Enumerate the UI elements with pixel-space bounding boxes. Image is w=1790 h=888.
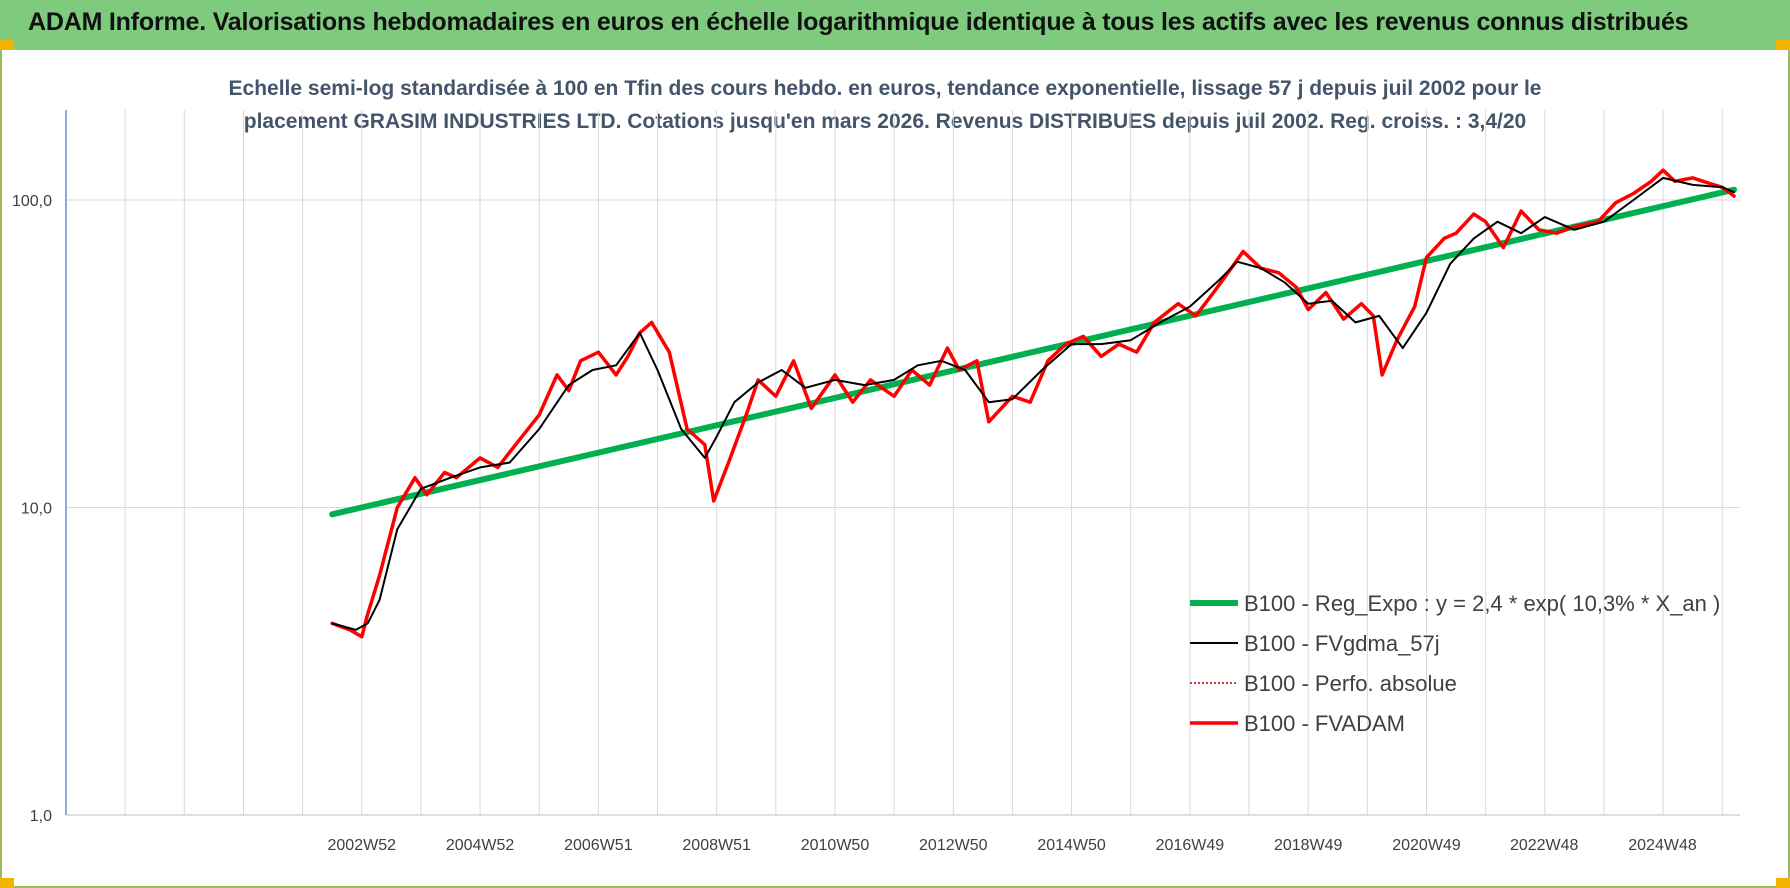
series-line-1 — [331, 176, 1736, 631]
report-banner: ADAM Informe. Valorisations hebdomadaire… — [0, 0, 1790, 50]
y-tick-label: 1,0 — [30, 808, 52, 825]
chart-title-line-1: Echelle semi-log standardisée à 100 en T… — [228, 77, 1542, 100]
chart-title: Echelle semi-log standardisée à 100 en T… — [160, 72, 1610, 138]
x-tick-label: 2018W49 — [1274, 837, 1343, 854]
x-tick-label: 2010W50 — [801, 837, 870, 854]
x-tick-label: 2020W49 — [1392, 837, 1461, 854]
y-tick-labels: 1,0 10,0 100,0 — [12, 193, 52, 825]
x-tick-label: 2006W51 — [564, 837, 633, 854]
x-tick-labels: 2002W52 2004W52 2006W51 2008W51 2010W50 2012W… — [328, 837, 1697, 854]
chart-title-line-2: placement GRASIM INDUSTRIES LTD. Cotatio… — [243, 110, 1527, 133]
legend-label-3: B100 - FVADAM — [1244, 711, 1405, 736]
corner-marker-top-right — [1776, 40, 1790, 50]
x-tick-label: 2022W48 — [1510, 837, 1579, 854]
axes — [65, 110, 1740, 816]
legend-label-1: B100 - FVgdma_57j — [1244, 631, 1440, 656]
x-tick-label: 2012W50 — [919, 837, 988, 854]
x-tick-label: 2002W52 — [328, 837, 397, 854]
banner-title: ADAM Informe. Valorisations hebdomadaire… — [28, 8, 1689, 36]
series-line-3 — [330, 168, 1736, 639]
corner-marker-bottom-left — [0, 878, 14, 888]
x-tick-label: 2008W51 — [682, 837, 751, 854]
grid-lines — [65, 110, 1740, 816]
y-tick-label: 100,0 — [12, 193, 52, 210]
series-lines — [329, 168, 1738, 639]
x-tick-label: 2016W49 — [1156, 837, 1225, 854]
legend: B100 - Reg_Expo : y = 2,4 * exp( 10,3% *… — [1190, 591, 1720, 736]
corner-marker-top-left — [0, 40, 14, 50]
y-tick-label: 10,0 — [21, 501, 52, 518]
x-tick-label: 2014W50 — [1037, 837, 1106, 854]
legend-label-2: B100 - Perfo. absolue — [1244, 671, 1457, 696]
legend-label-0: B100 - Reg_Expo : y = 2,4 * exp( 10,3% *… — [1244, 591, 1720, 616]
series-line-0 — [329, 186, 1738, 518]
corner-marker-bottom-right — [1776, 878, 1790, 888]
x-tick-label: 2024W48 — [1628, 837, 1697, 854]
x-tick-label: 2004W52 — [446, 837, 515, 854]
